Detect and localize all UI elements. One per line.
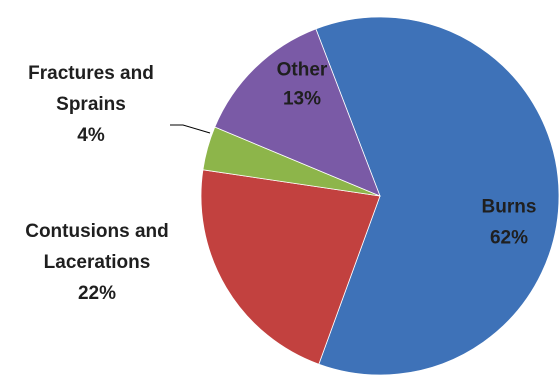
slice-label-3: Other 13% — [277, 60, 328, 110]
slice-category-label: Lacerations — [44, 252, 151, 273]
slice-category-label: Fractures and — [28, 63, 154, 84]
leader-layer — [170, 124, 211, 134]
slice-category-label: Sprains — [56, 94, 126, 115]
labels-layer: Burns 62% Contusions and Lacerations 22% Frac… — [25, 60, 536, 305]
slice-percent-label: 62% — [490, 228, 528, 249]
slice-label-1: Contusions and Lacerations 22% — [25, 221, 169, 304]
pie-slice-other — [214, 28, 381, 197]
leader-line — [170, 124, 211, 134]
slice-label-2: Fractures and Sprains 4% — [28, 63, 154, 146]
slice-category-label: Other — [277, 60, 328, 81]
slice-percent-label: 13% — [283, 89, 321, 110]
slice-percent-label: 22% — [78, 283, 116, 304]
slice-percent-label: 4% — [77, 125, 105, 146]
slice-category-label: Burns — [482, 197, 537, 218]
slice-label-0: Burns 62% — [482, 197, 537, 249]
slice-category-label: Contusions and — [25, 221, 169, 242]
pie-slice-contusions-and-lacerations — [200, 169, 381, 365]
slices-layer — [200, 16, 559, 376]
